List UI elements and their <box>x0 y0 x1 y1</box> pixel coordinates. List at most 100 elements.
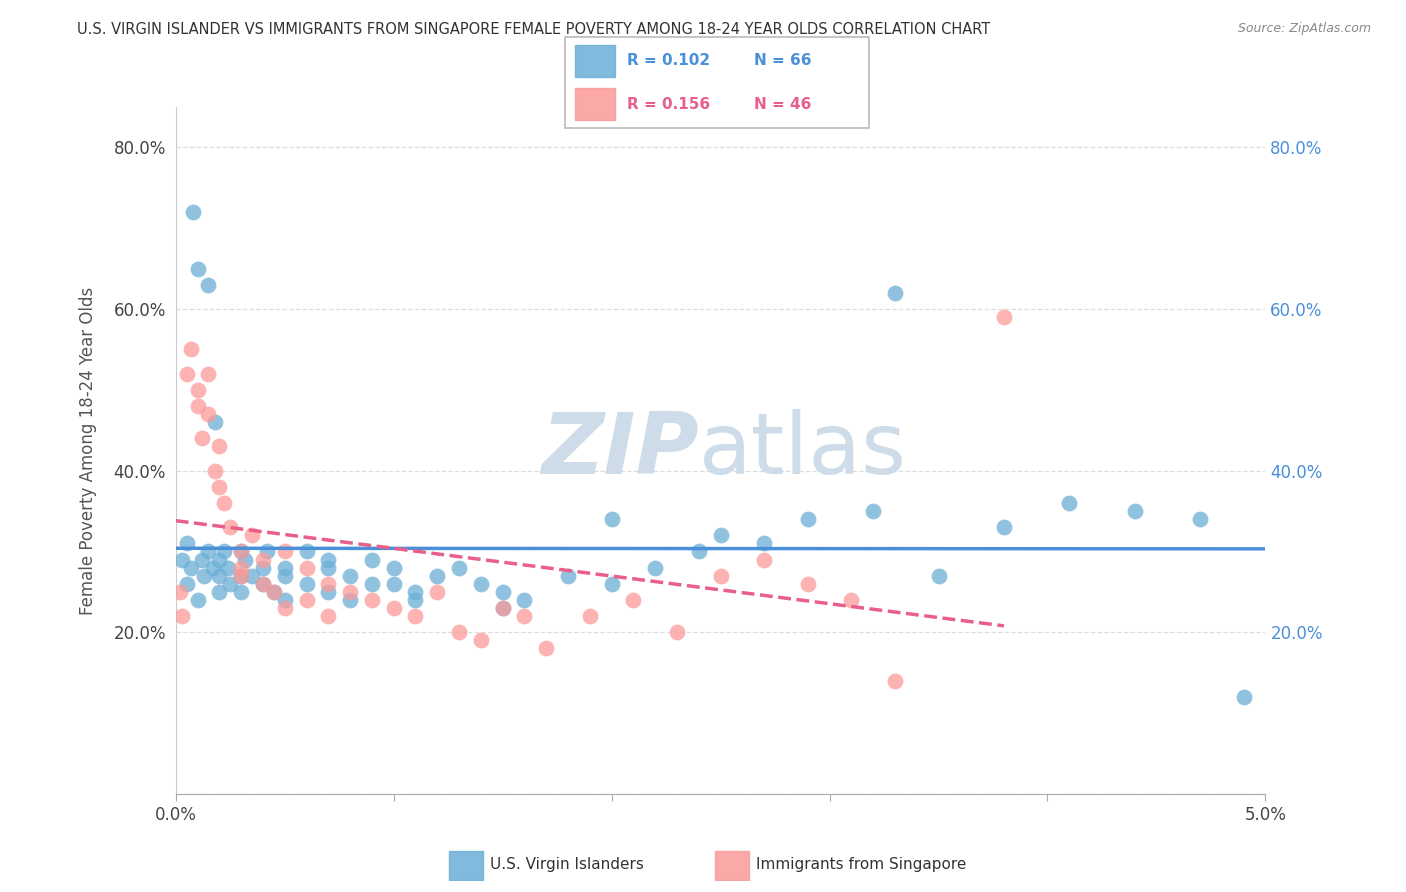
Point <box>318 576 340 591</box>
Point <box>492 601 515 615</box>
Point <box>426 568 449 582</box>
Point <box>172 609 194 624</box>
Point <box>169 585 191 599</box>
Point <box>180 343 202 357</box>
Point <box>176 576 198 591</box>
Point <box>318 552 340 566</box>
Point <box>470 633 492 648</box>
Point <box>470 576 492 591</box>
Point <box>382 601 405 615</box>
Point <box>274 544 297 558</box>
Point <box>513 609 536 624</box>
Point <box>212 496 235 510</box>
Point <box>208 439 231 453</box>
Point <box>1189 512 1212 526</box>
Point <box>557 568 579 582</box>
Point <box>191 431 214 445</box>
Point <box>176 367 198 381</box>
Text: R = 0.156: R = 0.156 <box>627 96 710 112</box>
Point <box>204 415 226 429</box>
Point <box>405 585 427 599</box>
Point <box>295 560 318 574</box>
Point <box>217 560 239 574</box>
Point <box>197 367 219 381</box>
Point <box>219 576 242 591</box>
Point <box>208 585 231 599</box>
Point <box>231 568 253 582</box>
Point <box>862 504 884 518</box>
Point <box>754 552 776 566</box>
Point <box>295 576 318 591</box>
Text: N = 46: N = 46 <box>754 96 811 112</box>
Point <box>993 310 1015 325</box>
Point <box>263 585 285 599</box>
FancyBboxPatch shape <box>565 37 869 128</box>
Point <box>240 568 263 582</box>
Point <box>360 576 382 591</box>
Point <box>1123 504 1146 518</box>
Point <box>274 560 297 574</box>
Point <box>318 585 340 599</box>
Point <box>382 576 405 591</box>
Point <box>710 568 733 582</box>
Point <box>1057 496 1080 510</box>
Point <box>176 536 198 550</box>
Point <box>212 544 235 558</box>
Point <box>231 544 253 558</box>
Point <box>193 568 215 582</box>
Point <box>208 552 231 566</box>
Point <box>318 560 340 574</box>
Point <box>208 568 231 582</box>
Point <box>339 568 361 582</box>
Point <box>666 625 689 640</box>
Point <box>197 277 219 292</box>
Point <box>841 593 863 607</box>
Point <box>252 552 274 566</box>
Point <box>197 544 219 558</box>
Point <box>172 552 194 566</box>
Point <box>186 261 209 276</box>
Point <box>492 601 515 615</box>
Point <box>534 641 557 656</box>
Point <box>252 560 274 574</box>
Point <box>219 520 242 534</box>
Bar <box>450 851 484 880</box>
Point <box>405 593 427 607</box>
Point <box>600 512 623 526</box>
Point <box>382 560 405 574</box>
Point <box>252 576 274 591</box>
Point <box>928 568 950 582</box>
Point <box>231 585 253 599</box>
Point <box>263 585 285 599</box>
Point <box>231 544 253 558</box>
Point <box>360 552 382 566</box>
Text: R = 0.102: R = 0.102 <box>627 54 710 69</box>
Point <box>884 673 907 688</box>
Text: ZIP: ZIP <box>541 409 699 492</box>
Point <box>688 544 710 558</box>
Point <box>256 544 278 558</box>
Point <box>274 601 297 615</box>
Point <box>447 625 470 640</box>
Point <box>186 399 209 413</box>
Text: Immigrants from Singapore: Immigrants from Singapore <box>755 857 966 871</box>
Point <box>754 536 776 550</box>
Point <box>235 552 257 566</box>
Point <box>492 585 515 599</box>
Point <box>1232 690 1256 704</box>
Point <box>274 568 297 582</box>
Point <box>600 576 623 591</box>
Point <box>295 593 318 607</box>
Point <box>621 593 644 607</box>
Point <box>231 560 253 574</box>
Point <box>231 568 253 582</box>
Bar <box>575 45 614 77</box>
Point <box>252 576 274 591</box>
Text: atlas: atlas <box>699 409 907 492</box>
Y-axis label: Female Poverty Among 18-24 Year Olds: Female Poverty Among 18-24 Year Olds <box>79 286 97 615</box>
Bar <box>575 88 614 120</box>
Text: U.S. Virgin Islanders: U.S. Virgin Islanders <box>489 857 644 871</box>
Point <box>240 528 263 542</box>
Point <box>884 285 907 300</box>
Point <box>360 593 382 607</box>
